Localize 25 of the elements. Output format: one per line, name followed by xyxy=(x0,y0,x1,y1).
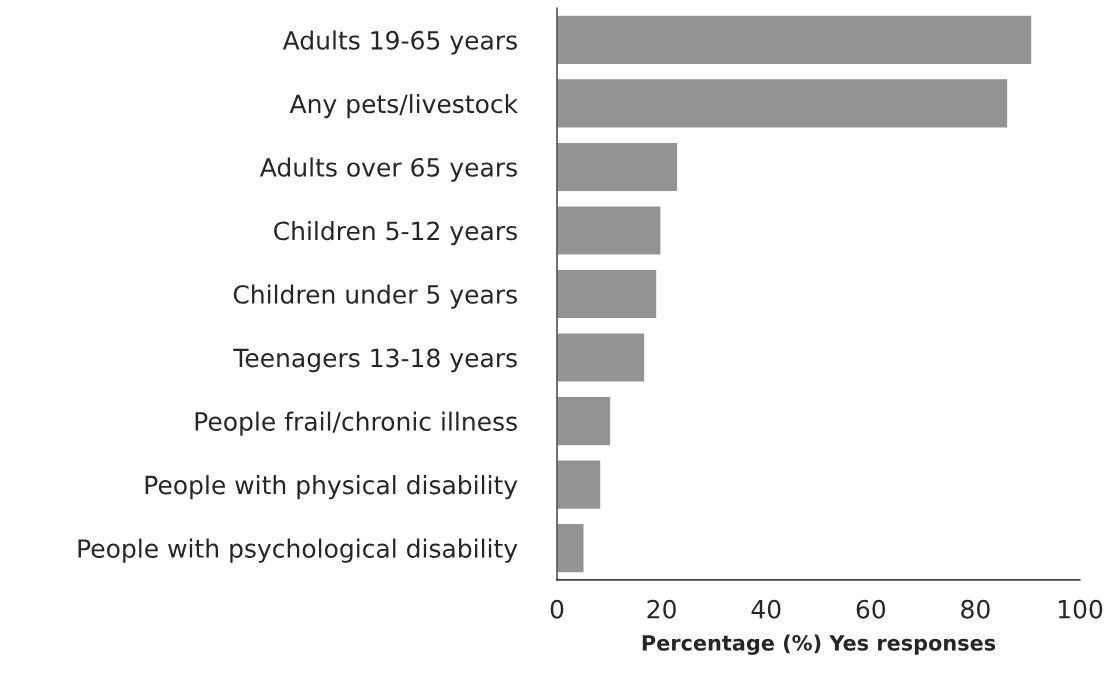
bar xyxy=(557,141,679,193)
bar xyxy=(557,268,658,320)
x-tick-label: 0 xyxy=(550,599,564,619)
x-axis-title: Percentage (%) Yes responses xyxy=(642,634,996,655)
bar xyxy=(557,522,585,574)
y-tick-label: Adults over 65 years xyxy=(259,157,517,182)
x-tick-label: 60 xyxy=(856,599,886,619)
y-tick-label: Adults 19-65 years xyxy=(282,30,517,55)
y-tick-label: People frail/chronic illness xyxy=(195,411,517,436)
y-tick-label: Any pets/livestock xyxy=(289,93,519,119)
bar xyxy=(557,14,1033,66)
y-tick-label: People with physical disability xyxy=(145,475,518,500)
y-tick-label: Children 5-12 years xyxy=(274,220,517,246)
y-tick-label: Children under 5 years xyxy=(233,284,517,309)
bar xyxy=(557,332,646,384)
bar xyxy=(557,395,612,447)
x-tick-label: 80 xyxy=(961,599,990,619)
bar xyxy=(557,205,662,256)
x-tick-label: 40 xyxy=(751,599,781,619)
x-tick-label: 20 xyxy=(647,599,676,619)
bar xyxy=(557,77,1009,129)
bar xyxy=(557,459,602,511)
y-tick-label: Teenagers 13-18 years xyxy=(233,348,517,373)
x-tick-label: 100 xyxy=(1058,599,1103,619)
y-tick-label: People with psychological disability xyxy=(78,538,518,563)
